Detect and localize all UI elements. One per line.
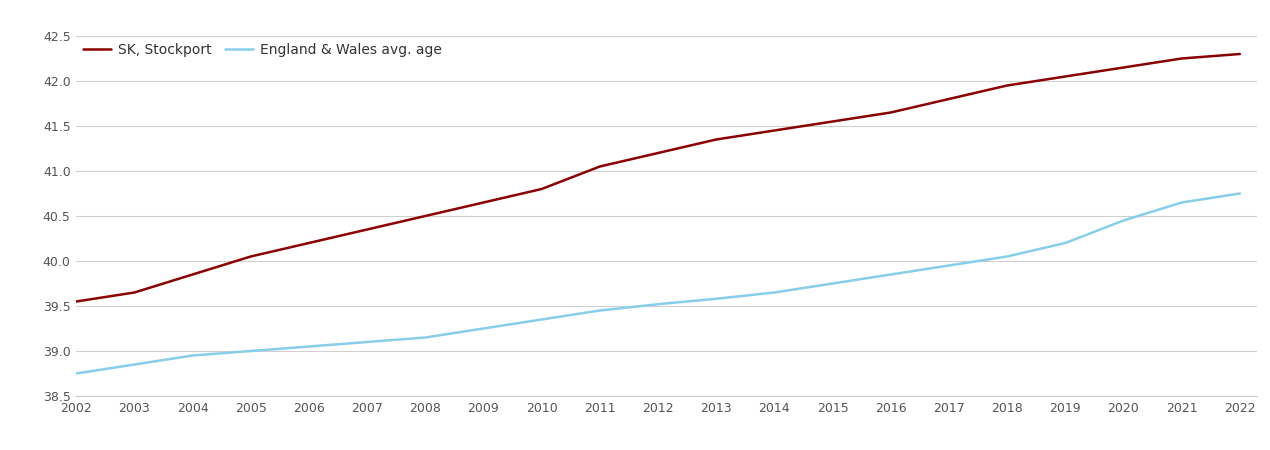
England & Wales avg. age: [69, 371, 84, 376]
England & Wales avg. age: [709, 296, 724, 302]
SK, Stockport: [1116, 65, 1132, 70]
England & Wales avg. age: [1116, 218, 1132, 223]
England & Wales avg. age: [418, 335, 433, 340]
SK, Stockport: [69, 299, 84, 304]
SK, Stockport: [418, 213, 433, 219]
Line: SK, Stockport: SK, Stockport: [76, 54, 1240, 302]
SK, Stockport: [767, 128, 782, 133]
SK, Stockport: [535, 186, 550, 192]
SK, Stockport: [243, 254, 258, 259]
England & Wales avg. age: [883, 272, 898, 277]
England & Wales avg. age: [301, 344, 316, 349]
SK, Stockport: [185, 272, 201, 277]
SK, Stockport: [127, 290, 142, 295]
SK, Stockport: [476, 200, 491, 205]
England & Wales avg. age: [1173, 200, 1189, 205]
SK, Stockport: [883, 110, 898, 115]
SK, Stockport: [301, 240, 316, 246]
England & Wales avg. age: [767, 290, 782, 295]
England & Wales avg. age: [185, 353, 201, 358]
SK, Stockport: [592, 164, 607, 169]
Line: England & Wales avg. age: England & Wales avg. age: [76, 194, 1240, 374]
England & Wales avg. age: [592, 308, 607, 313]
England & Wales avg. age: [999, 254, 1015, 259]
England & Wales avg. age: [535, 317, 550, 322]
SK, Stockport: [359, 227, 375, 232]
England & Wales avg. age: [941, 263, 956, 268]
SK, Stockport: [709, 137, 724, 142]
England & Wales avg. age: [476, 326, 491, 331]
SK, Stockport: [826, 119, 841, 124]
SK, Stockport: [1058, 74, 1073, 79]
England & Wales avg. age: [650, 302, 665, 307]
SK, Stockport: [999, 83, 1015, 88]
England & Wales avg. age: [1058, 240, 1073, 246]
SK, Stockport: [650, 150, 665, 156]
England & Wales avg. age: [359, 339, 375, 345]
SK, Stockport: [1173, 56, 1189, 61]
SK, Stockport: [1232, 51, 1247, 57]
Legend: SK, Stockport, England & Wales avg. age: SK, Stockport, England & Wales avg. age: [77, 37, 447, 63]
England & Wales avg. age: [1232, 191, 1247, 196]
SK, Stockport: [941, 96, 956, 102]
England & Wales avg. age: [826, 281, 841, 286]
England & Wales avg. age: [243, 348, 258, 354]
England & Wales avg. age: [127, 362, 142, 367]
